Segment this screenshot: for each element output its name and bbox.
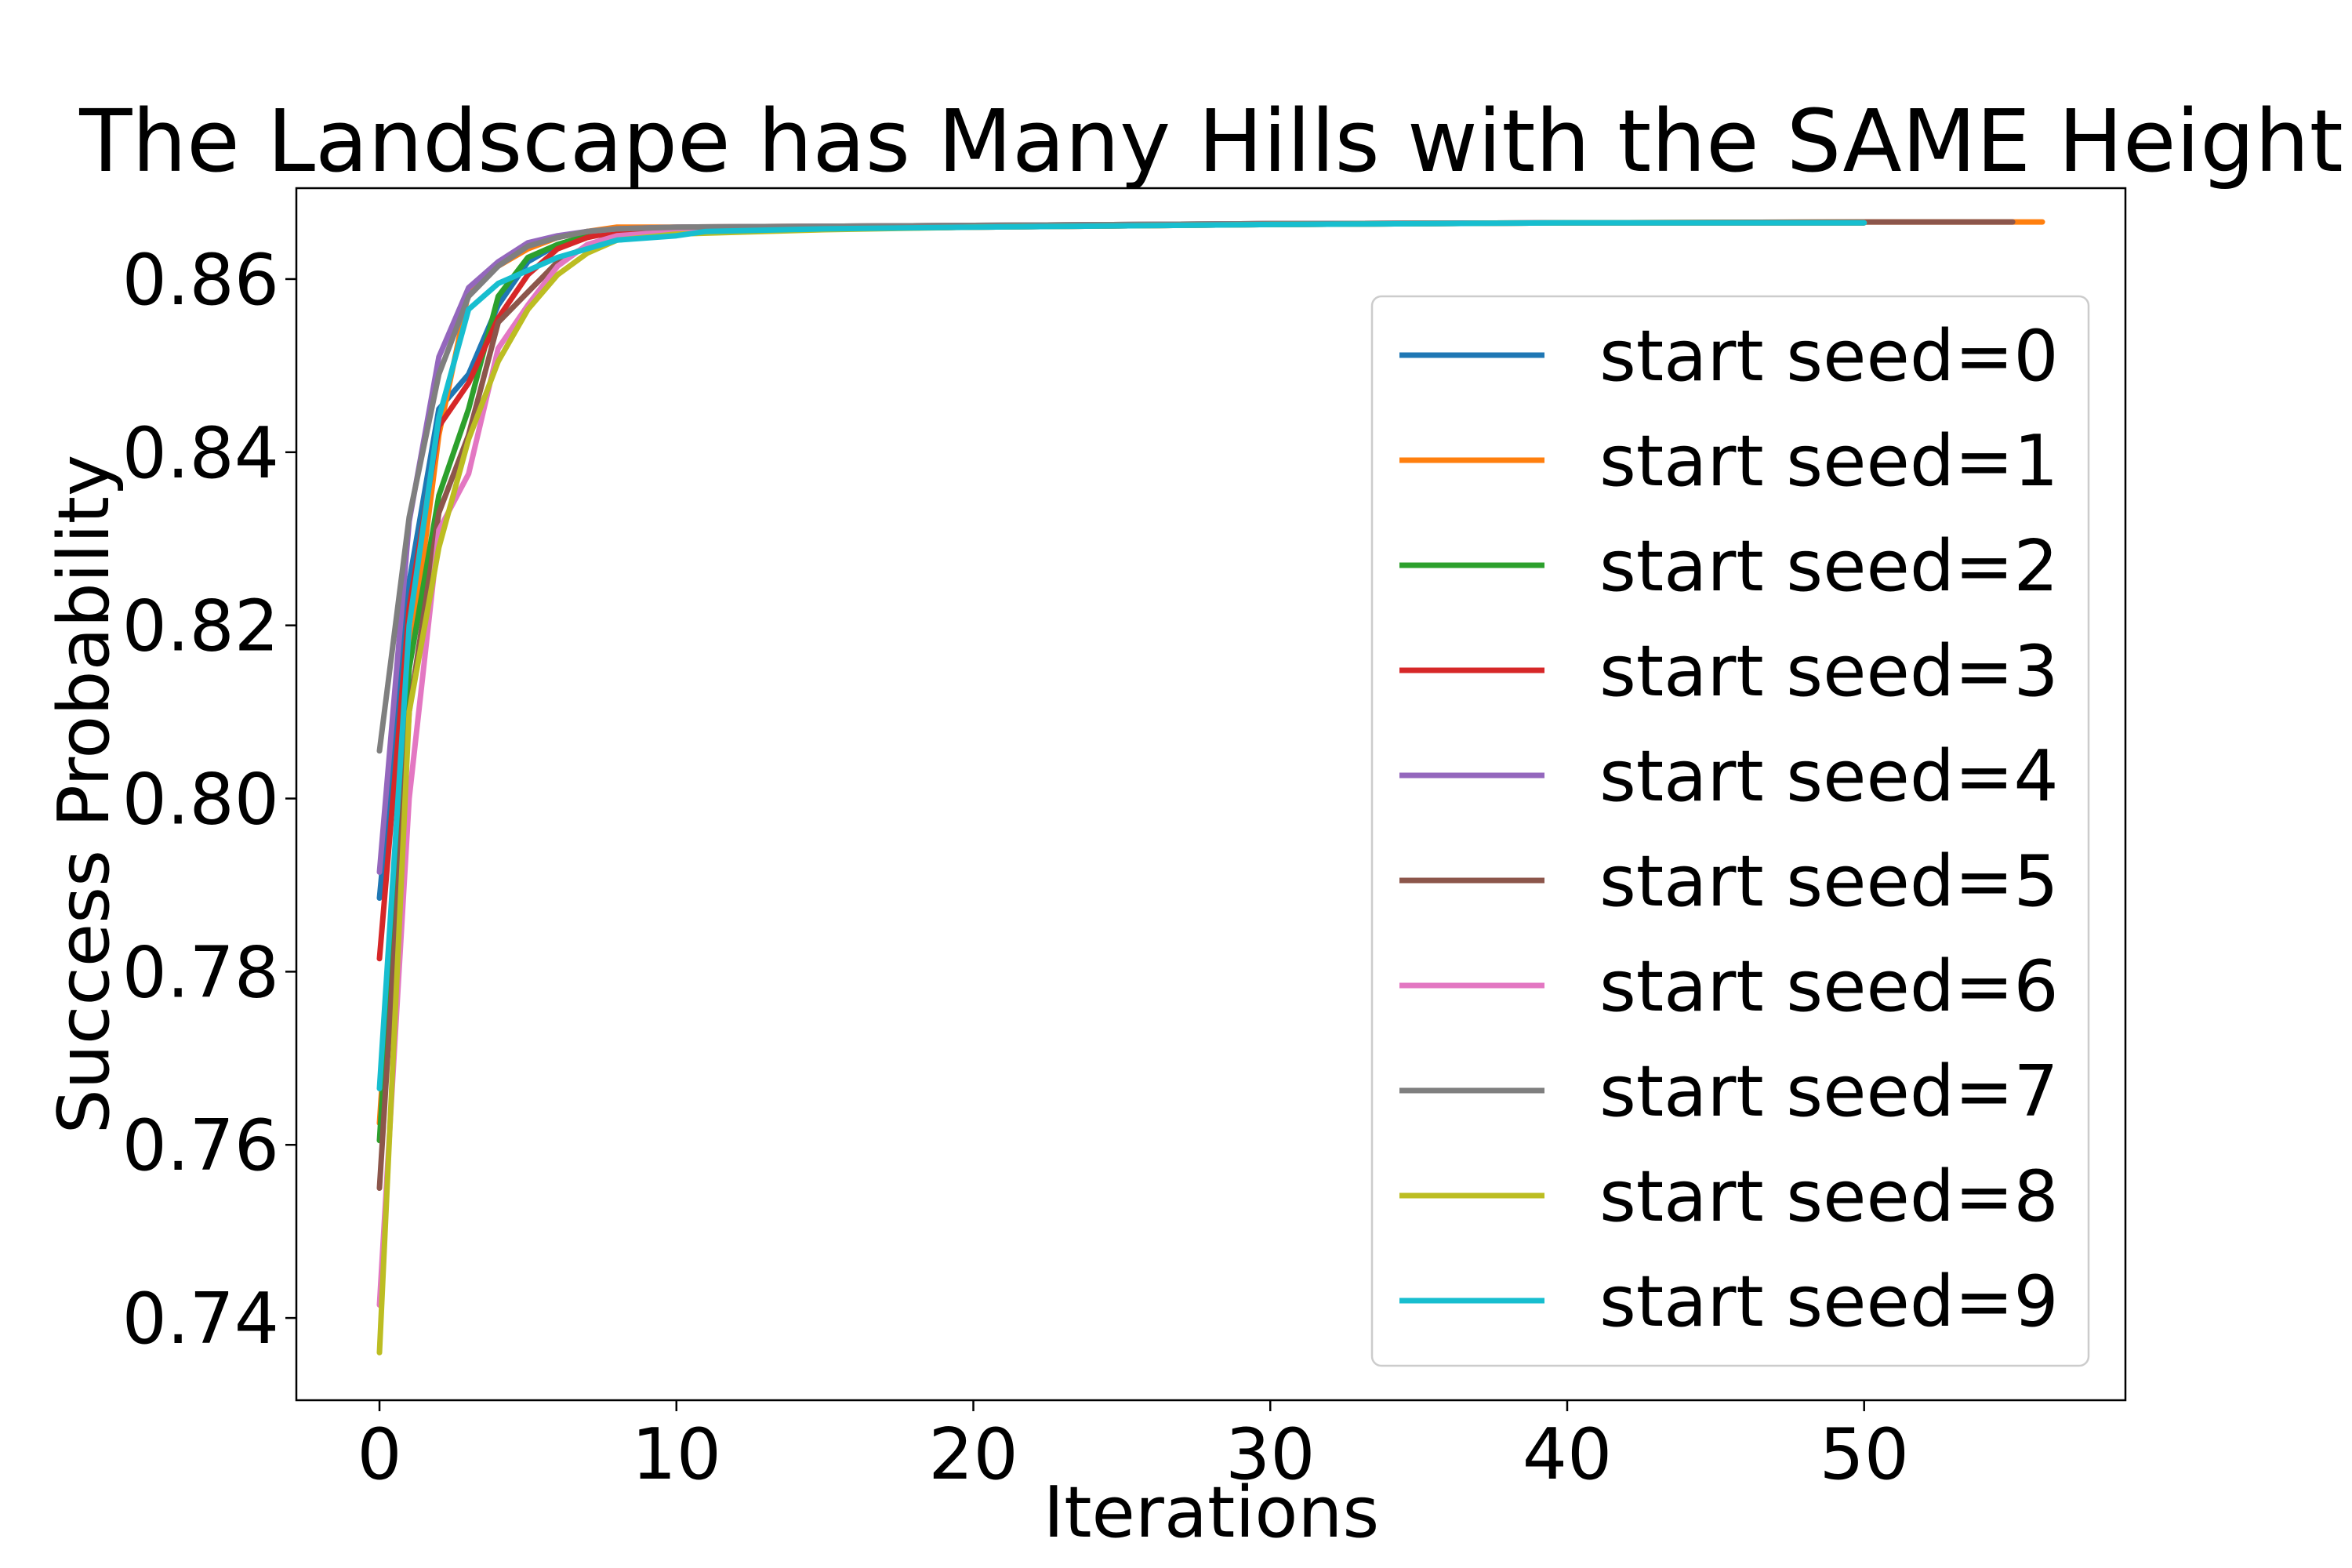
y-tick-label: 0.76 [122, 1105, 279, 1187]
legend-label-5: start seed=5 [1599, 840, 2059, 923]
legend-label-4: start seed=4 [1599, 735, 2059, 818]
legend-label-1: start seed=1 [1599, 420, 2059, 503]
legend-label-0: start seed=0 [1599, 315, 2059, 397]
chart-title: The Landscape has Many Hills with the SA… [78, 91, 2343, 191]
x-tick-label: 0 [357, 1414, 401, 1496]
y-tick-label: 0.84 [122, 412, 279, 495]
y-tick-label: 0.78 [122, 931, 279, 1014]
x-tick-label: 30 [1225, 1414, 1316, 1496]
y-tick-label: 0.86 [122, 239, 279, 321]
y-tick-label: 0.74 [122, 1278, 279, 1360]
legend-label-8: start seed=8 [1599, 1156, 2059, 1238]
x-tick-label: 20 [928, 1414, 1018, 1496]
legend-label-9: start seed=9 [1599, 1261, 2059, 1343]
x-tick-label: 40 [1523, 1414, 1613, 1496]
legend-label-6: start seed=6 [1599, 946, 2059, 1028]
series-line-9 [376, 220, 1867, 1091]
y-tick-label: 0.80 [122, 759, 279, 841]
legend-label-2: start seed=2 [1599, 525, 2059, 608]
plot-frame [295, 187, 2127, 1402]
legend-label-3: start seed=3 [1599, 630, 2059, 713]
series-lines [376, 219, 2045, 1356]
y-axis-label: Success Probability [43, 455, 125, 1134]
x-tick-label: 10 [632, 1414, 722, 1496]
y-tick-label: 0.82 [122, 586, 279, 668]
y-axis-ticks: 0.74 0.76 0.78 0.80 0.82 0.84 0.86 [122, 239, 296, 1360]
x-tick-label: 50 [1819, 1414, 1909, 1496]
legend-box [1370, 295, 2090, 1367]
legend-label-7: start seed=7 [1599, 1051, 2059, 1133]
x-axis-label: Iterations [1044, 1472, 1380, 1554]
legend-items: start seed=0 start seed=1 start seed=2 star… [1399, 315, 2059, 1343]
legend: start seed=0 start seed=1 start seed=2 star… [1370, 295, 2090, 1367]
x-axis-ticks: 0 10 20 30 40 50 [357, 1400, 1909, 1496]
